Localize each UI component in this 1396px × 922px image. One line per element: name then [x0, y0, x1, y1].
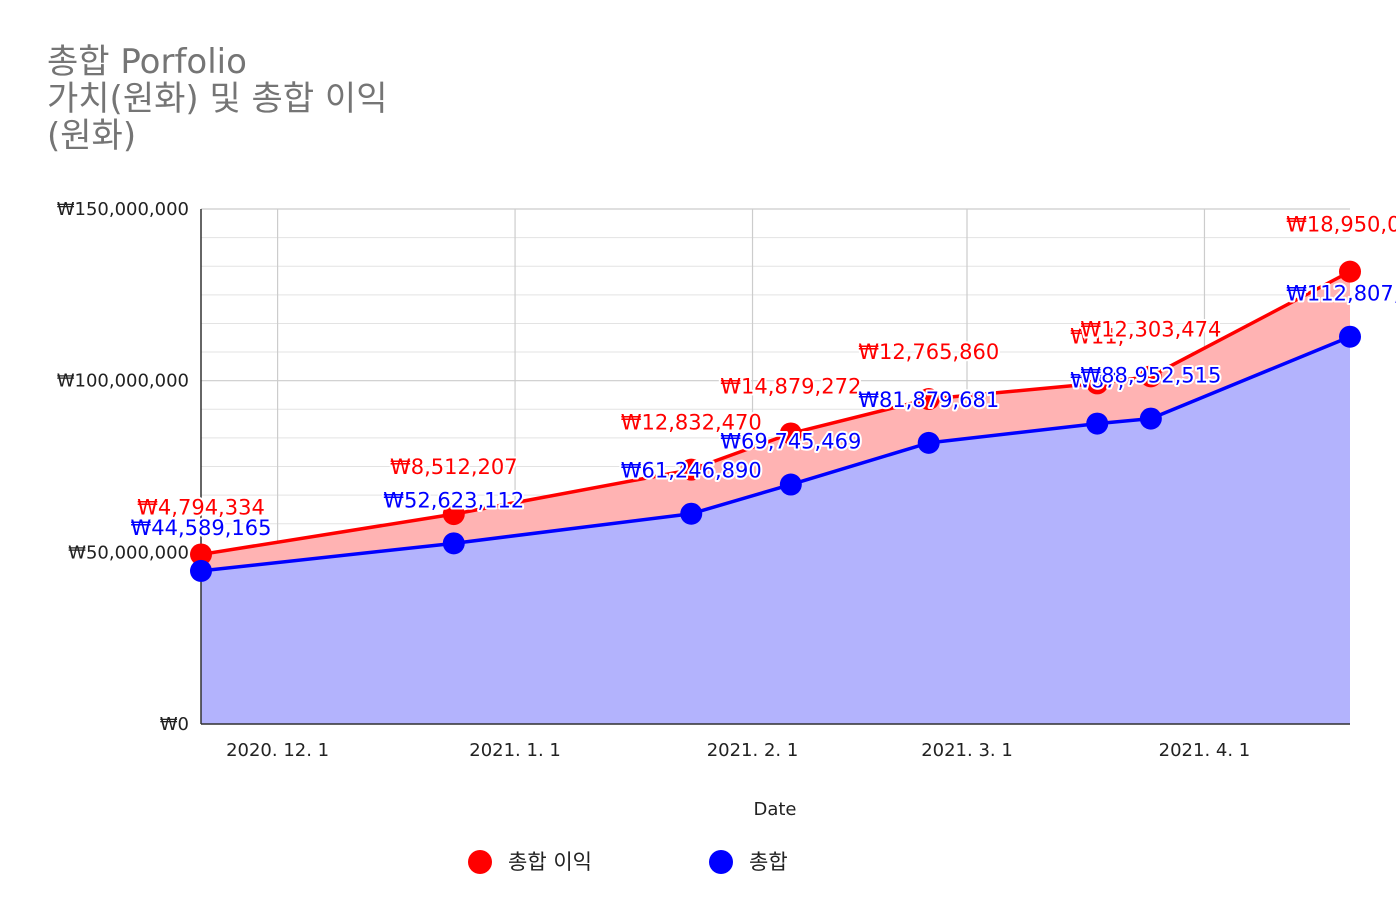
- point-total: [442, 532, 465, 555]
- data-labels: ₩4,794,334₩44,589,165 ₩8,512,207 ₩52,623,1…: [128, 211, 1396, 542]
- data-label-total: ₩81,879,681: [858, 388, 999, 412]
- data-label-total: ₩87,: [1070, 369, 1124, 393]
- point-total: [779, 473, 802, 496]
- legend-marker: [709, 850, 733, 874]
- x-tick-label: 2021. 3. 1: [921, 740, 1013, 761]
- data-label-profit: ₩8,512,207: [390, 455, 518, 479]
- point-profit: [190, 543, 212, 566]
- point-total: [190, 559, 212, 582]
- y-tick-label: ₩100,000,000: [57, 371, 189, 392]
- area-total: [201, 336, 1350, 724]
- legend-label: 총합: [749, 850, 788, 874]
- chart-title: 총합 Porfolio 가치(원화) 및 총합 이익 (원화): [47, 44, 387, 155]
- point-profit: [1339, 260, 1361, 283]
- data-label-total: ₩52,623,112: [383, 488, 524, 512]
- x-tick-label: 2021. 4. 1: [1159, 740, 1251, 761]
- data-label-total: ₩69,745,469: [720, 430, 861, 454]
- data-label-profit: ₩11,: [1070, 324, 1124, 348]
- data-label-profit: ₩18,950,05: [1286, 213, 1396, 237]
- series-points: [190, 260, 1361, 582]
- data-label-profit: ₩12,303,474: [1080, 317, 1221, 341]
- point-profit: [1139, 365, 1162, 388]
- y-tick-label: ₩0: [160, 714, 189, 735]
- point-profit: [442, 503, 465, 526]
- y-tick-label: ₩50,000,000: [68, 542, 189, 563]
- tick-labels: ₩0 ₩50,000,000 ₩100,000,000 ₩150,000,000 202…: [57, 199, 1251, 761]
- point-total: [1339, 325, 1361, 348]
- point-profit: [779, 422, 802, 445]
- data-label-total: ₩44,589,165: [130, 516, 271, 540]
- data-label-total: ₩112,807,4: [1286, 282, 1396, 306]
- data-label-profit: ₩4,794,334: [137, 495, 265, 519]
- point-total: [1139, 407, 1162, 430]
- point-profit: [917, 388, 940, 411]
- point-total: [1086, 412, 1109, 435]
- data-label-total: ₩88,952,515: [1080, 364, 1221, 388]
- legend-marker: [468, 850, 492, 874]
- data-label-profit: ₩14,879,272: [720, 374, 861, 398]
- data-label-total: ₩61,246,890: [621, 459, 762, 483]
- point-total: [680, 502, 703, 525]
- x-tick-label: 2021. 1. 1: [469, 740, 561, 761]
- chart-title-line-2: 가치(원화) 및 총합 이익: [47, 79, 388, 119]
- y-tick-label: ₩150,000,000: [57, 199, 189, 220]
- data-label-profit: ₩12,765,860: [858, 340, 999, 364]
- axes: [200, 209, 1350, 725]
- legend: 총합 이익 총합: [468, 850, 788, 874]
- x-axis-label: Date: [753, 799, 796, 820]
- chart-title-line-3: (원화): [47, 116, 137, 156]
- legend-label: 총합 이익: [508, 850, 592, 874]
- chart-title-line-1: 총합 Porfolio: [47, 42, 247, 82]
- point-profit: [1086, 372, 1109, 395]
- data-label-profit: ₩12,832,470: [621, 411, 762, 435]
- point-total: [917, 431, 940, 454]
- x-tick-label: 2021. 2. 1: [707, 740, 799, 761]
- point-profit: [680, 458, 703, 481]
- x-tick-label: 2020. 12. 1: [226, 740, 329, 761]
